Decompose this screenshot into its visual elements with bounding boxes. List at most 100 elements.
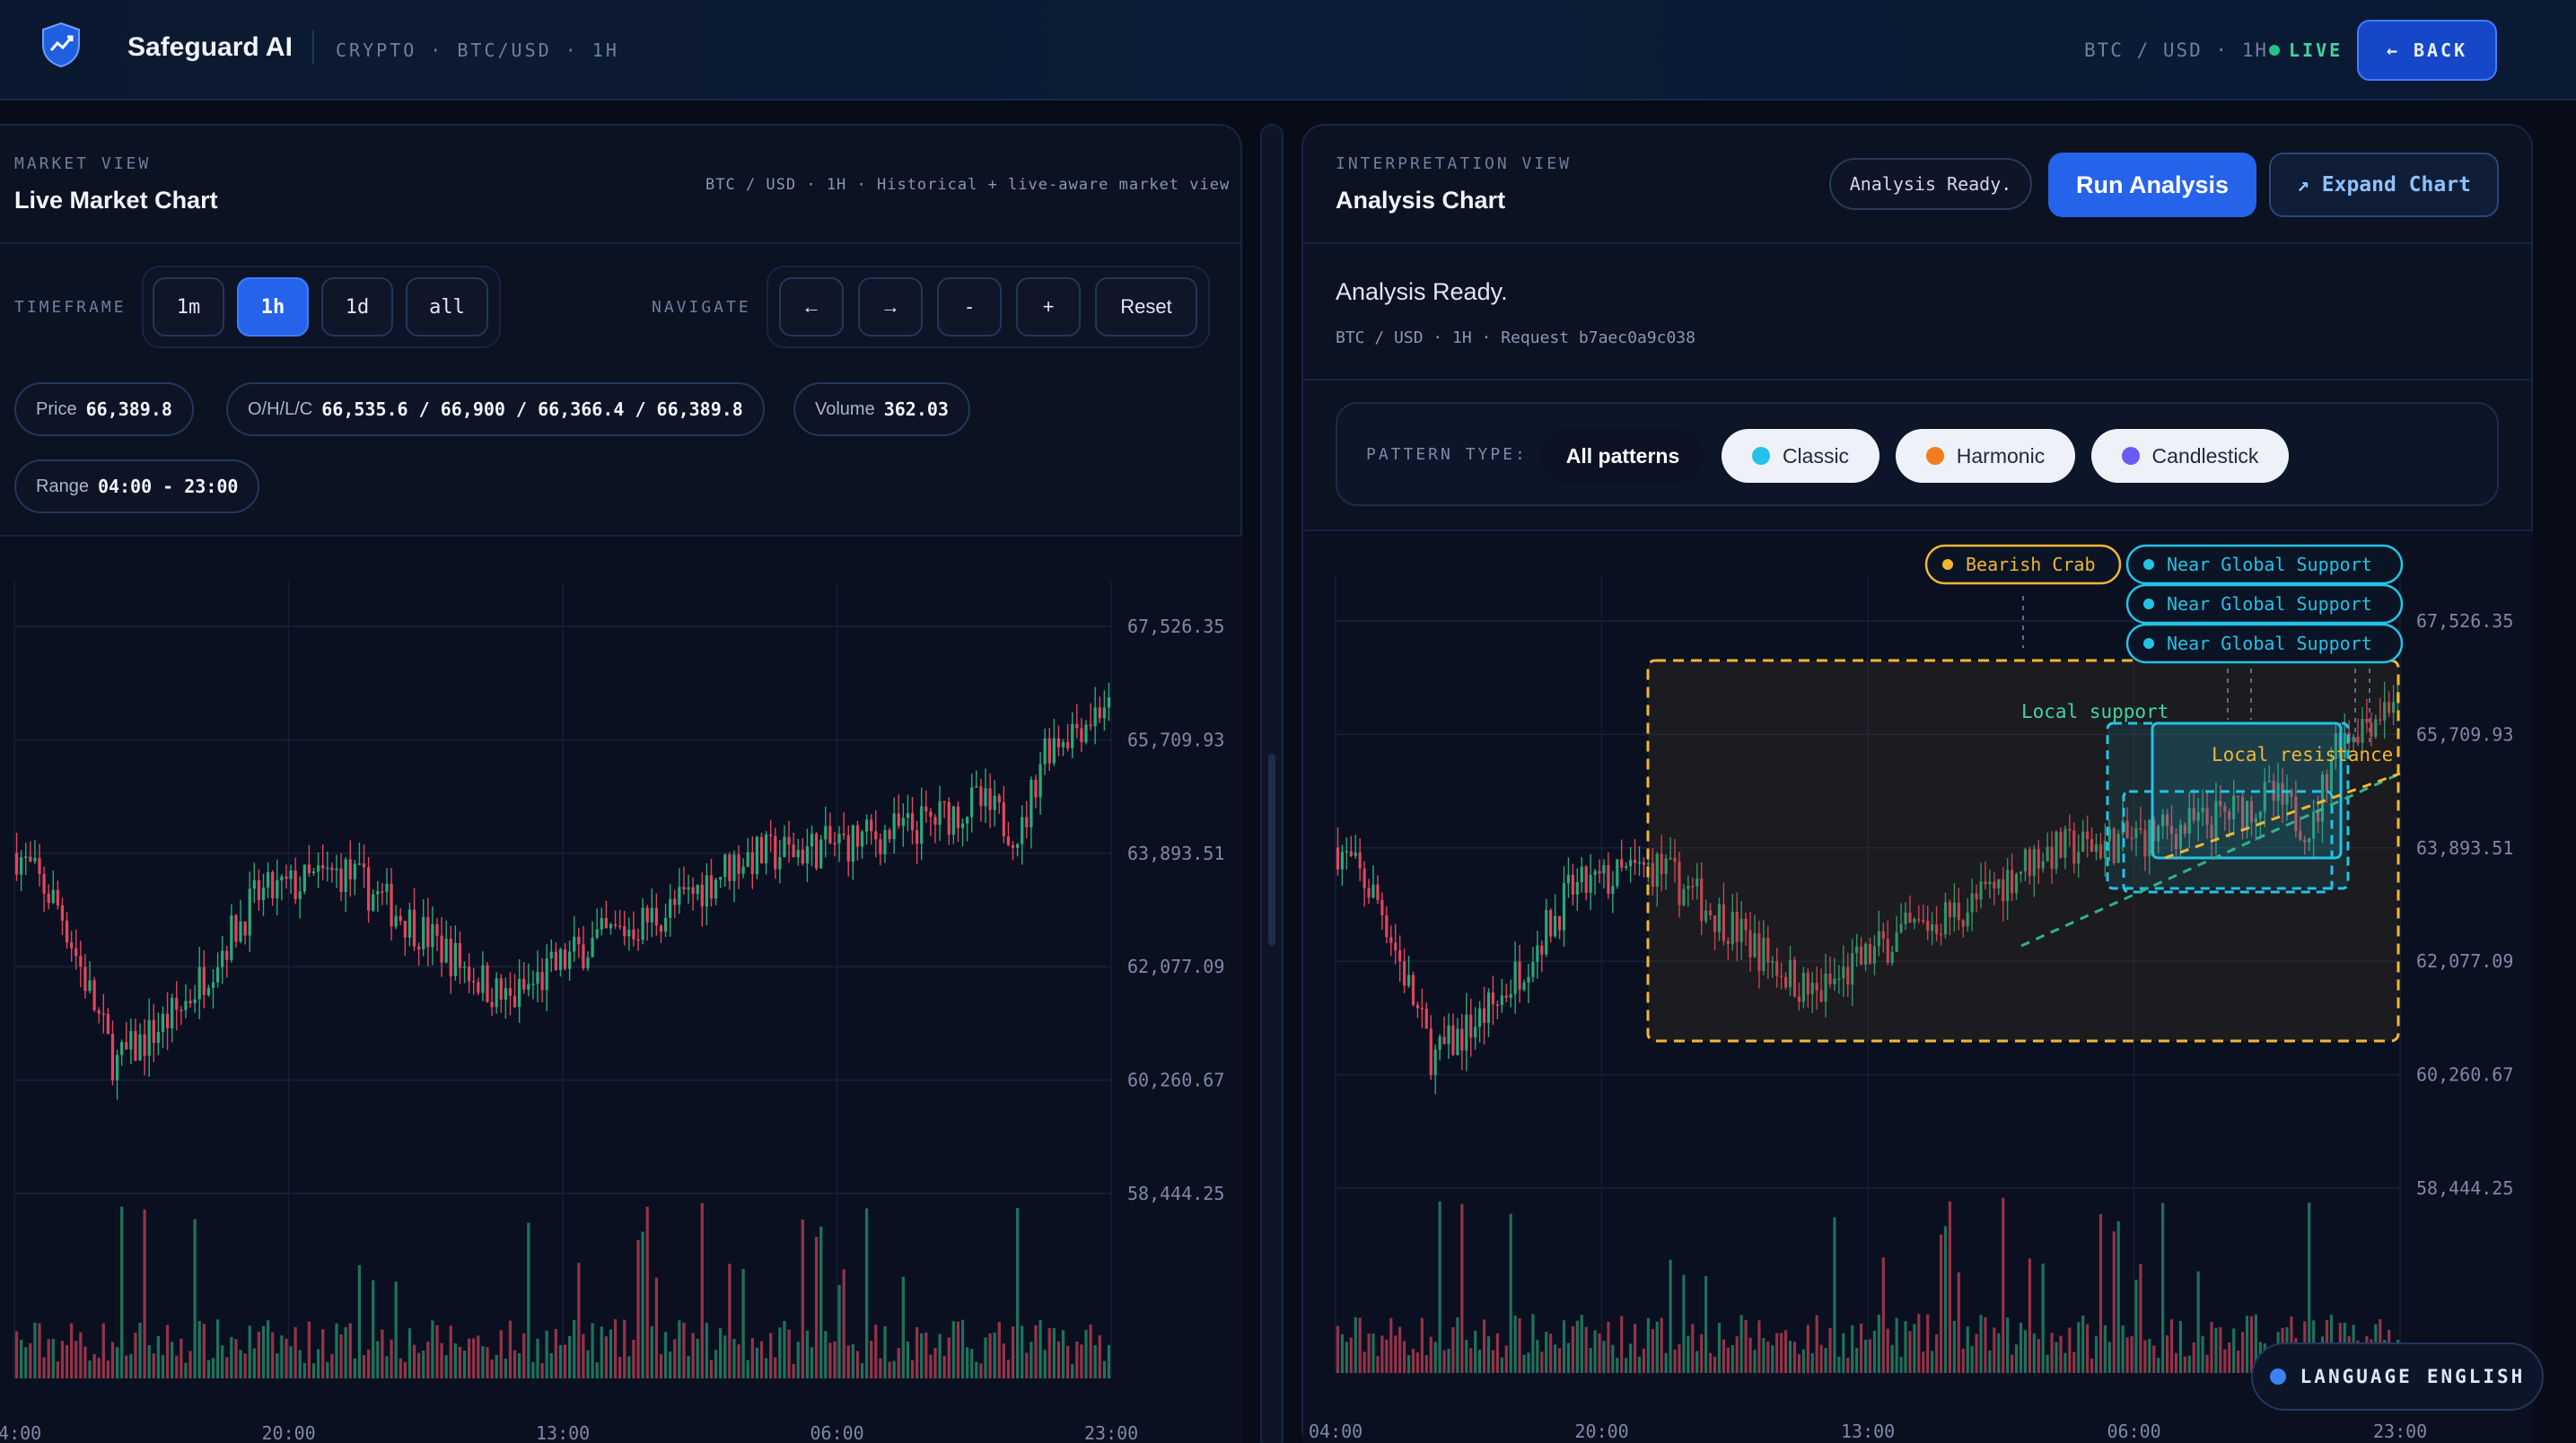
volume-bar [970,1349,974,1378]
timeframe-all-button[interactable]: all [406,277,488,337]
volume-bar [604,1336,609,1378]
candle-body [1935,924,1939,934]
candle-body [1442,1036,1446,1045]
candle-body [641,907,644,940]
pattern-classic-button[interactable]: Classic [1722,429,1879,483]
volume-bar [120,1206,124,1378]
candle-body [1518,961,1521,990]
candle-body [1744,918,1748,931]
candle-body [1757,932,1761,971]
resizer-grip[interactable] [1268,754,1275,946]
candle-body [1107,697,1111,708]
candle-body [687,887,690,890]
volume-bar [1708,1352,1713,1373]
volume-bar [2161,1202,2165,1373]
volume-bar [2011,1354,2014,1373]
timeframe-1h-button[interactable]: 1h [237,277,309,337]
volume-bar [435,1325,439,1378]
volume-bar [339,1334,343,1378]
pattern-classic-label: Classic [1782,443,1850,468]
volume-bar [1052,1327,1056,1378]
volume-bar [38,1323,41,1378]
candle-body [1056,738,1061,748]
candle-body [1877,931,1880,947]
language-switcher[interactable]: LANGUAGE ENGLISH [2251,1342,2544,1411]
pattern-harmonic-button[interactable]: Harmonic [1896,429,2075,483]
candle-body [1571,874,1574,895]
candle-body [1065,741,1070,748]
candle-body [2205,808,2209,826]
volume-bar [1651,1329,1654,1373]
nav-right-button[interactable]: → [858,277,923,337]
volume-bar [1762,1338,1766,1373]
pattern-all-button[interactable]: All patterns [1542,429,1704,483]
candle-body [1509,993,1512,999]
volume-bar [143,1209,146,1378]
candle-body [453,942,457,976]
volume-bar [1038,1320,1042,1378]
volume-bar [188,1351,192,1378]
volume-bar [814,1237,819,1378]
volume-bar [1367,1334,1371,1373]
candle-body [2343,732,2346,758]
volume-bar [696,1338,699,1378]
candle-body [778,857,782,870]
stats-divider [0,535,1242,537]
candle-body [206,987,211,995]
volume-bar [591,1323,594,1378]
volume-bar [2232,1328,2236,1373]
volume-bar [623,1319,626,1378]
expand-chart-button[interactable]: ↗ Expand Chart [2269,153,2499,217]
back-button[interactable]: ← BACK [2357,20,2497,81]
volume-bar [824,1331,828,1378]
volume-bar [1034,1325,1038,1378]
candle-body [2002,879,2005,902]
candle-body [1895,931,1898,952]
candle-body [302,864,306,892]
pattern-candlestick-button[interactable]: Candlestick [2091,429,2289,483]
volume-bar [750,1338,754,1378]
nav-left-button[interactable]: ← [779,277,844,337]
candle-body [1988,881,1992,885]
volume-bar [60,1341,65,1378]
volume-bar [573,1319,576,1378]
timeframe-1d-button[interactable]: 1d [321,277,393,337]
candle-body [412,909,416,947]
volume-bar [2028,1258,2031,1373]
run-analysis-button[interactable]: Run Analysis [2048,153,2256,217]
volume-bar [1642,1348,1646,1373]
candle-body [2178,824,2182,849]
near-support-tag-2: Near Global Support [2167,593,2372,615]
candle-body [399,915,402,922]
candle-body [2285,790,2289,805]
candle-body [289,870,293,879]
candle-body [1922,920,1925,922]
candle-body [531,984,535,985]
candle-body [1456,1028,1459,1055]
volume-bar [540,1362,544,1378]
volume-bar [92,1353,96,1378]
timeframe-1m-button[interactable]: 1m [153,277,224,337]
market-candlestick-chart[interactable]: 67,526.35 65,709.93 63,893.51 62,077.09 60,2… [0,537,1242,1443]
zoom-out-button[interactable]: - [937,277,1002,337]
analysis-candlestick-chart[interactable]: 67,526.35 65,709.93 63,893.51 62,077.09 60,2… [1303,531,2533,1443]
candle-body [335,868,338,870]
local-support-label: Local support [2021,701,2169,722]
volume-bar [2148,1338,2151,1373]
volume-bar [846,1345,850,1378]
candle-body [366,867,371,911]
volume-bar [960,1319,965,1378]
zoom-in-button[interactable]: + [1016,277,1081,337]
candle-body [1089,724,1092,727]
candle-body [2103,841,2107,859]
reset-button[interactable]: Reset [1095,277,1197,337]
candle-body [2086,831,2090,840]
candle-body [929,811,933,818]
candle-body [1687,886,1690,889]
candle-body [801,849,804,864]
volume-bar [1451,1326,1455,1373]
candle-body [294,870,297,900]
volume-bar [650,1325,653,1378]
x-tick-label: 06:00 [810,1422,864,1443]
candle-body [2320,774,2325,822]
